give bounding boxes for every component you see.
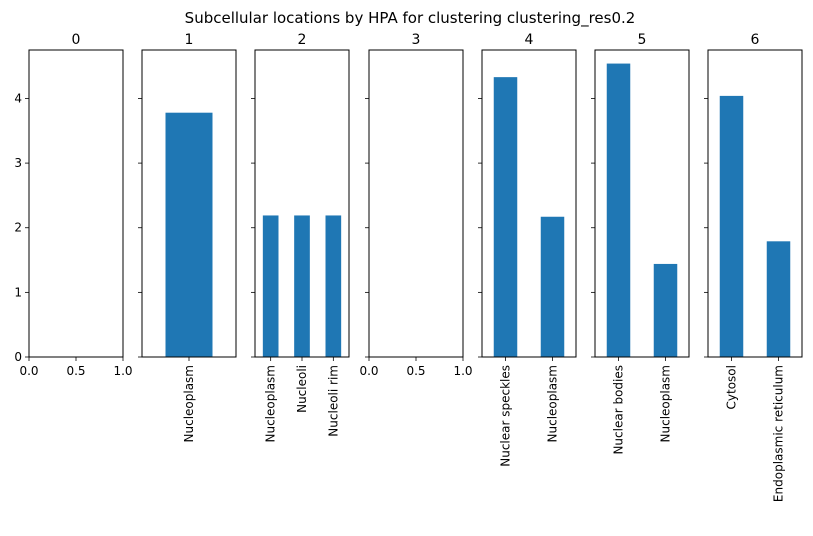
panel-5: 5 Nuclear bodies Nucleoplasm	[591, 32, 690, 455]
panel-title: 1	[185, 32, 194, 48]
axes-frame	[594, 49, 690, 358]
x-tick-label: 0.5	[66, 364, 85, 378]
x-tick-label: Endoplasmic reticulum	[772, 365, 786, 502]
x-tick-label: Nucleoli rim	[326, 365, 340, 437]
panel-title: 5	[638, 32, 647, 48]
x-tick-label: Cytosol	[725, 365, 739, 409]
x-tick-label: Nucleoplasm	[182, 365, 196, 442]
bar	[540, 216, 565, 357]
panel-title: 3	[412, 32, 421, 48]
y-tick-label: 2	[14, 221, 22, 235]
axes-frame	[28, 49, 124, 358]
y-tick-label: 1	[14, 285, 22, 299]
x-tick-label: Nucleoplasm	[659, 365, 673, 442]
panel-title: 4	[525, 32, 534, 48]
bar	[165, 112, 213, 358]
panel-title: 6	[751, 32, 760, 48]
axes-frame	[141, 49, 237, 358]
bar	[294, 215, 310, 357]
panel-0: 0 0 1 2 3 4 0.0 0.5 1.0	[14, 32, 132, 378]
x-tick-label: Nuclear bodies	[612, 365, 626, 455]
bar	[325, 215, 342, 357]
panels: 0 0 1 2 3 4 0.0 0.5 1.0 1 Nucleoplasm 2 Nucleoplasm N…	[14, 32, 803, 502]
x-tick-label: 0.0	[359, 364, 378, 378]
x-tick-label: Nucleoli	[295, 365, 309, 413]
x-tick-label: 1.0	[113, 364, 132, 378]
bar	[766, 241, 791, 357]
axes-frame	[368, 49, 464, 358]
axes-frame	[481, 49, 577, 358]
bar	[262, 215, 279, 357]
y-tick-label: 4	[14, 91, 22, 105]
panel-6: 6 Cytosol Endoplasmic reticulum	[704, 32, 803, 502]
panel-title: 0	[72, 32, 81, 48]
x-tick-label: 1.0	[453, 364, 472, 378]
x-tick-label: Nucleoplasm	[546, 365, 560, 442]
panel-4: 4 Nuclear speckles Nucleoplasm	[478, 32, 577, 467]
bar	[606, 63, 631, 357]
y-tick-label: 0	[14, 350, 22, 364]
axes-frame	[707, 49, 803, 358]
bar	[719, 95, 744, 357]
x-tick-label: Nucleoplasm	[264, 365, 278, 442]
bar	[653, 263, 678, 357]
x-tick-label: 0.5	[406, 364, 425, 378]
panel-3: 3 0.0 0.5 1.0	[359, 32, 472, 378]
axes-frame	[254, 49, 350, 358]
panel-2: 2 Nucleoplasm Nucleoli Nucleoli rim	[251, 32, 350, 442]
x-tick-label: Nuclear speckles	[499, 365, 513, 467]
chart-title: Subcellular locations by HPA for cluster…	[185, 9, 636, 28]
x-tick-label: 0.0	[19, 364, 38, 378]
y-tick-label: 3	[14, 156, 22, 170]
panel-1: 1 Nucleoplasm	[138, 32, 237, 442]
bar	[493, 77, 518, 357]
panel-title: 2	[298, 32, 307, 48]
